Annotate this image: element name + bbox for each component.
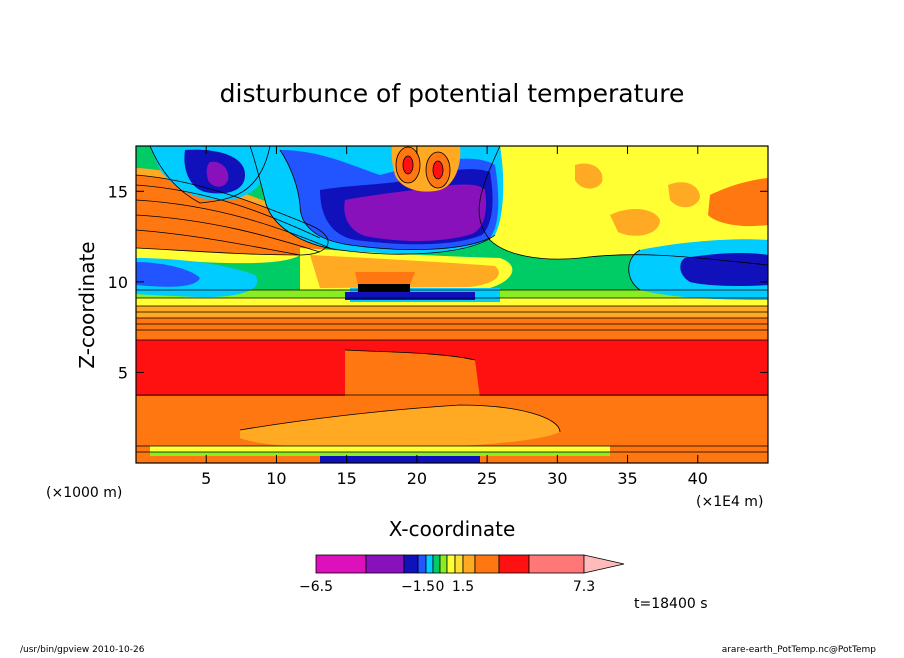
- colorbar-segment: [432, 554, 441, 574]
- plot-frame: [135, 145, 769, 464]
- region-green-low-strip: [150, 452, 610, 456]
- region-yellow-low-strip: [150, 446, 610, 452]
- y-axis-label: Z-coordinate: [75, 241, 99, 368]
- time-annotation: t=18400 s: [634, 596, 708, 612]
- footer-right: arare-earth_PotTemp.nc@PotTemp: [722, 645, 877, 654]
- x-tick-label: 40: [688, 469, 708, 488]
- x-unit-note: (×1000 m): [46, 485, 122, 501]
- x-tick-label: 5: [201, 469, 211, 488]
- colorbar-tick-label: 7.3: [573, 579, 595, 595]
- colorbar-segment: [446, 554, 456, 574]
- colorbar-segment: [474, 554, 500, 574]
- y-tick-label: 15: [108, 182, 128, 201]
- colorbar: [315, 554, 625, 574]
- region-amber-low: [240, 405, 560, 448]
- x-tick-label: 20: [407, 469, 427, 488]
- colorbar-segment: [315, 554, 367, 574]
- region-orange-right: [708, 178, 768, 227]
- band-orange-mid: [136, 318, 768, 340]
- region-navy-floor: [320, 456, 480, 463]
- x-axis-label: X-coordinate: [389, 517, 516, 541]
- region-purple-topleft: [206, 161, 229, 187]
- colorbar-segment: [439, 554, 448, 574]
- region-warm-top-ring-c: [403, 156, 413, 174]
- region-yellow-upper-right: [478, 146, 768, 265]
- region-yellow-upper-left: [136, 248, 300, 264]
- region-orange-intrusion: [345, 350, 480, 398]
- colorbar-segment: [403, 554, 419, 574]
- region-warm-top-ring-d: [433, 161, 443, 179]
- colorbar-labels: −6.5 −1.5 0 1.5 7.3: [299, 579, 595, 595]
- region-amber-cell-3: [575, 163, 603, 189]
- x-tick-label: 35: [617, 469, 637, 488]
- region-navy-core-bar: [345, 292, 475, 300]
- colorbar-extend-arrow: [583, 554, 625, 574]
- colorbar-segment: [365, 554, 405, 574]
- x-tick-label: 15: [336, 469, 356, 488]
- colorbar-segment: [528, 554, 585, 574]
- colorbar-segment: [454, 554, 464, 574]
- colorbar-segment: [498, 554, 530, 574]
- region-amber-upper-left: [136, 168, 310, 225]
- x-axis-ticks: 5 10 15 20 25 30 35 40: [201, 146, 708, 488]
- colorbar-tick-label: −1.5: [401, 579, 435, 595]
- plot-area: [136, 146, 768, 463]
- colorbar-tick-label: 0: [436, 579, 445, 595]
- chart-title: disturbunce of potential temperature: [220, 79, 685, 108]
- region-amber-cell-2: [668, 182, 700, 208]
- x-scale-note: (×1E4 m): [696, 494, 763, 510]
- footer-left: /usr/bin/gpview 2010-10-26: [20, 645, 145, 654]
- region-dark-core-bar: [358, 284, 410, 292]
- x-tick-label: 25: [477, 469, 497, 488]
- colorbar-tick-label: −6.5: [299, 579, 333, 595]
- region-purple-core: [344, 184, 487, 241]
- region-navy-right: [680, 253, 768, 286]
- y-tick-label: 5: [118, 363, 128, 382]
- x-tick-label: 30: [547, 469, 567, 488]
- y-tick-label: 10: [108, 273, 128, 292]
- y-axis-ticks: 5 10 15: [108, 182, 768, 382]
- colorbar-segment: [425, 554, 434, 574]
- colorbar-segment: [417, 554, 427, 574]
- colorbar-tick-label: 1.5: [452, 579, 474, 595]
- region-amber-cell-1: [610, 208, 660, 236]
- region-blue-left: [136, 262, 200, 287]
- x-tick-label: 10: [266, 469, 286, 488]
- region-orange-core-cap: [355, 272, 415, 285]
- colorbar-segment: [462, 554, 476, 574]
- contour-lines: [136, 146, 768, 453]
